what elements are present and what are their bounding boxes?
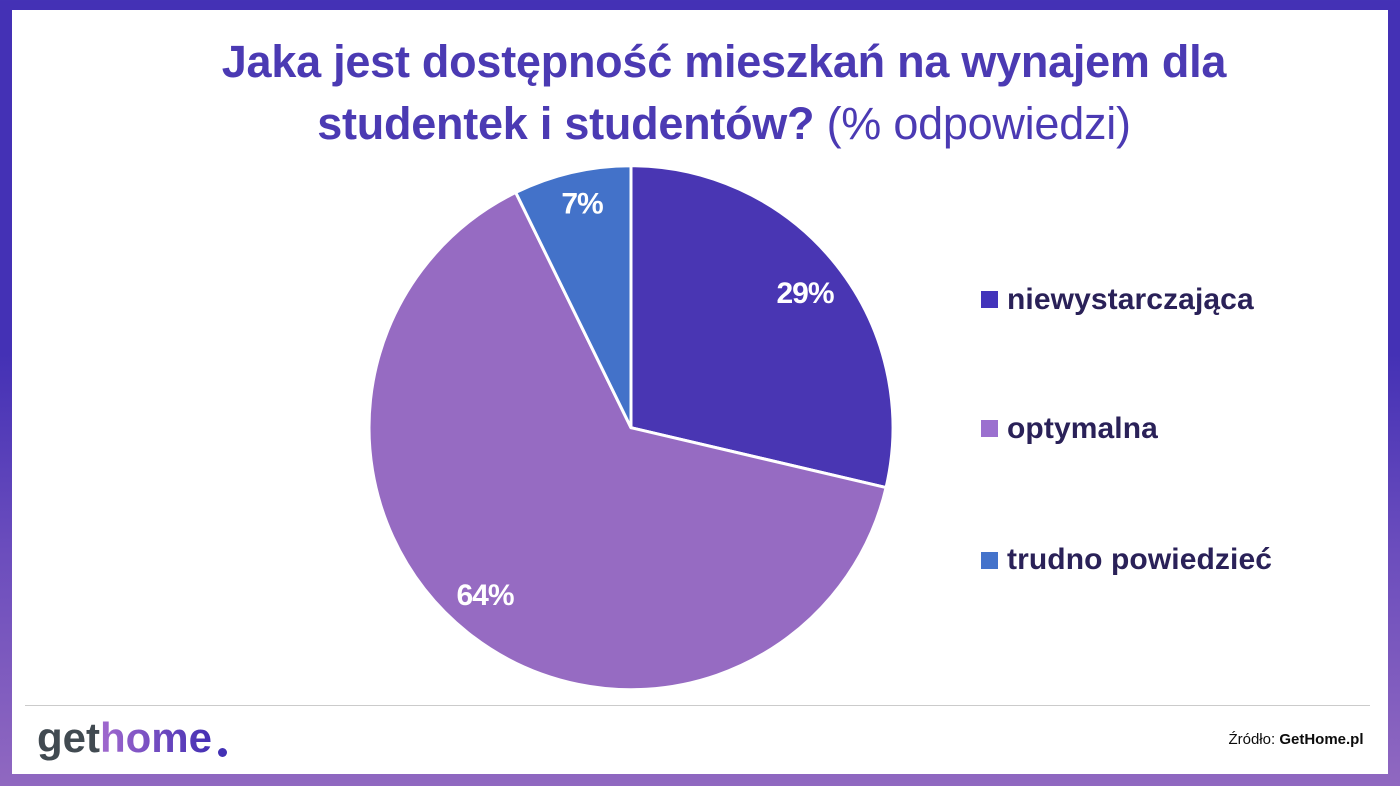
svg-text:29%: 29% <box>776 277 833 310</box>
svg-text:7%: 7% <box>561 188 603 221</box>
svg-text:64%: 64% <box>456 579 513 612</box>
